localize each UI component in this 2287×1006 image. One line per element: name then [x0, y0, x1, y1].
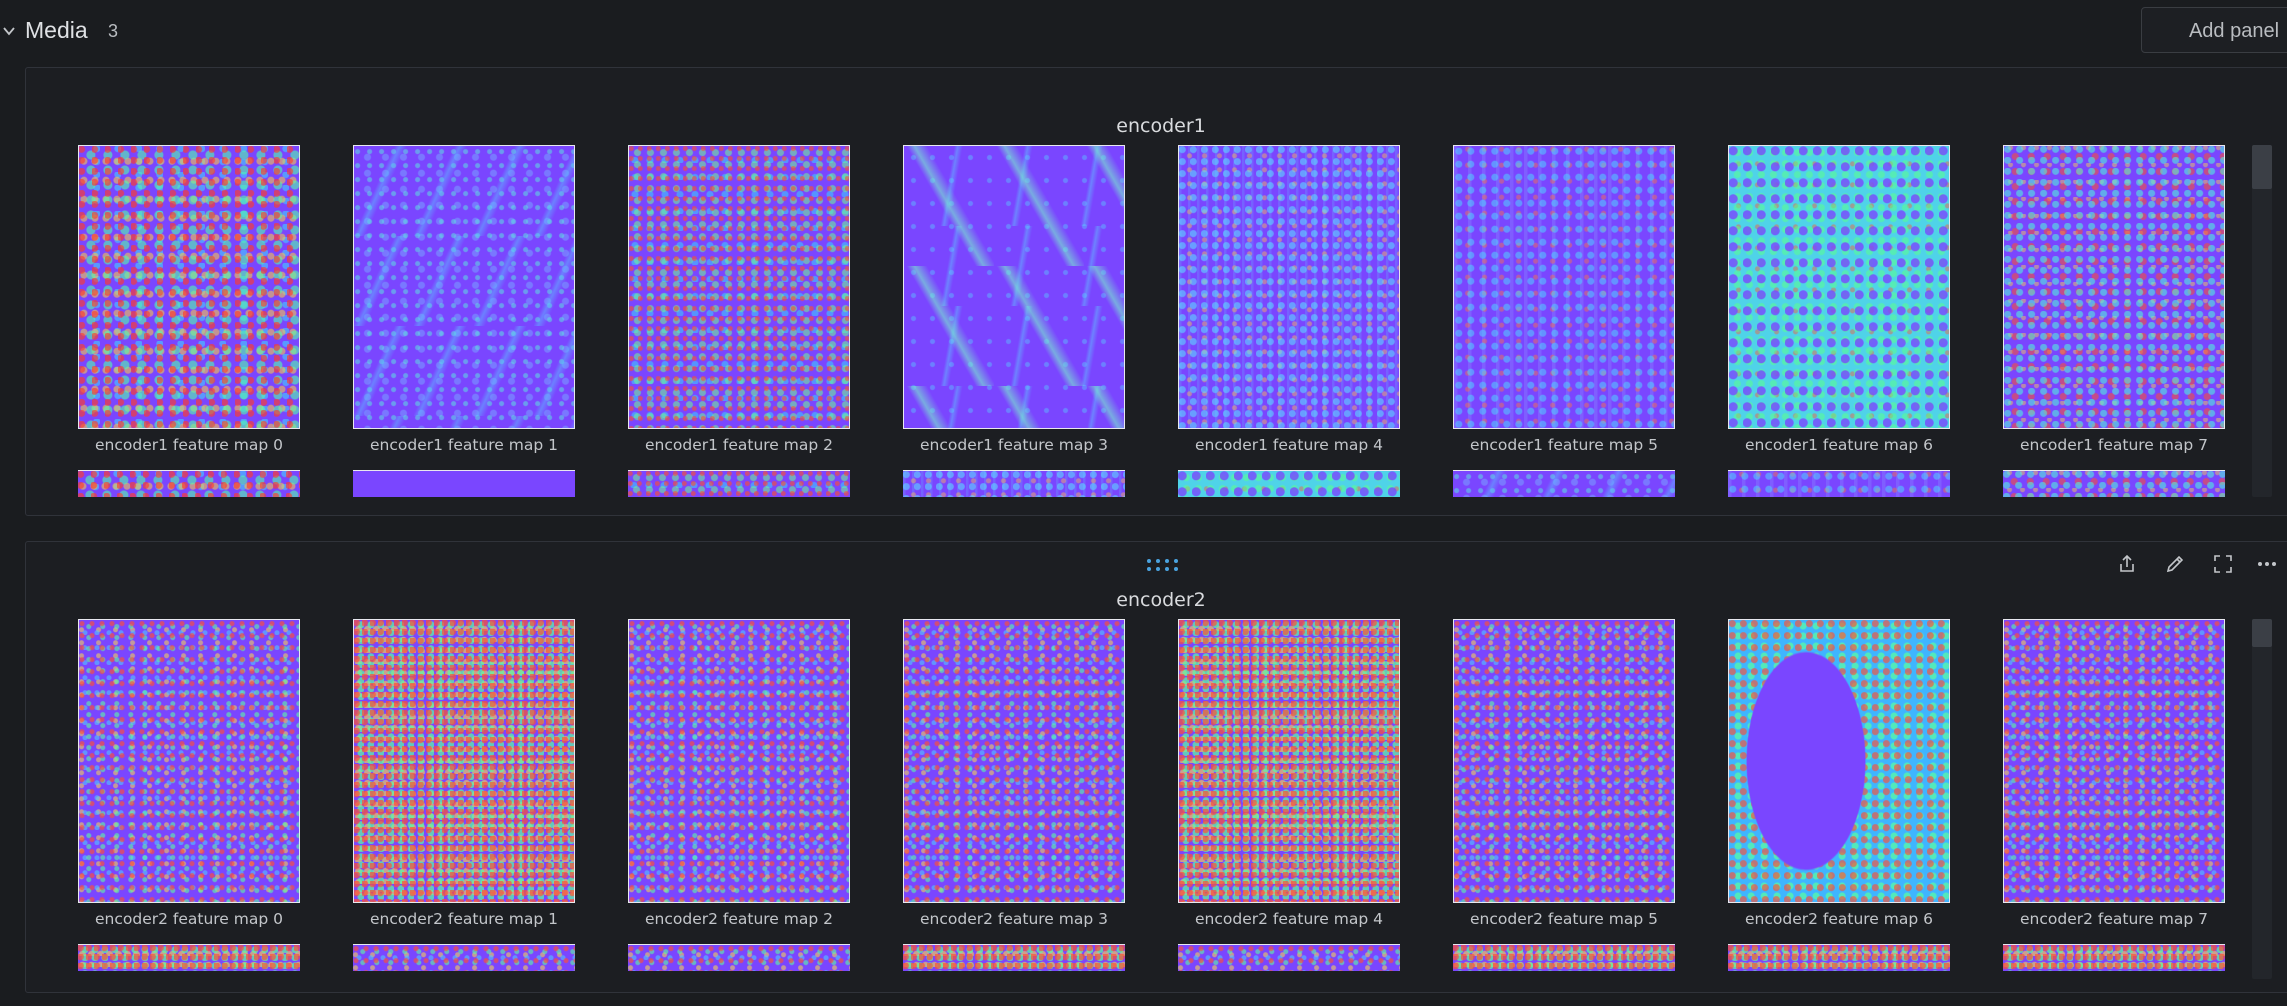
panel-scrollbar[interactable]	[2252, 145, 2272, 497]
panel-title: encoder1	[26, 115, 2287, 137]
feature-map-image-partial[interactable]	[78, 470, 300, 497]
section-header: Media 3 Add panel	[0, 0, 2287, 62]
feature-map-caption: encoder1 feature map 6	[1728, 436, 1950, 454]
section-title: Media	[25, 17, 88, 44]
feature-map-image-partial[interactable]	[1178, 470, 1400, 497]
feature-map-caption: encoder2 feature map 6	[1728, 910, 1950, 928]
feature-map-caption: encoder2 feature map 3	[903, 910, 1125, 928]
feature-map-image[interactable]	[353, 145, 575, 429]
feature-map-image-partial[interactable]	[1728, 944, 1950, 971]
panel-title: encoder2	[26, 589, 2287, 611]
panel-scrollbar[interactable]	[2252, 619, 2272, 979]
feature-map-image[interactable]	[1453, 619, 1675, 903]
share-icon[interactable]	[2116, 553, 2138, 580]
feature-map-image[interactable]	[903, 619, 1125, 903]
feature-map-image[interactable]	[353, 619, 575, 903]
feature-map-image[interactable]	[1178, 145, 1400, 429]
feature-map-image[interactable]	[1453, 145, 1675, 429]
feature-map-image-partial[interactable]	[628, 470, 850, 497]
feature-map-image[interactable]	[2003, 619, 2225, 903]
feature-map-caption: encoder1 feature map 4	[1178, 436, 1400, 454]
chevron-down-icon[interactable]	[2, 24, 16, 43]
feature-map-image-partial[interactable]	[1453, 944, 1675, 971]
media-panel-encoder2: encoder2 encoder2 feature map 0 encoder2…	[25, 541, 2287, 993]
feature-map-image[interactable]	[628, 619, 850, 903]
add-panel-button[interactable]: Add panel	[2141, 7, 2287, 53]
section-panel-count: 3	[108, 21, 118, 42]
edit-icon[interactable]	[2164, 553, 2186, 580]
feature-map-image[interactable]	[903, 145, 1125, 429]
feature-map-image-partial[interactable]	[2003, 470, 2225, 497]
feature-map-image[interactable]	[1728, 145, 1950, 429]
feature-map-caption: encoder1 feature map 1	[353, 436, 575, 454]
feature-map-caption: encoder1 feature map 3	[903, 436, 1125, 454]
feature-map-image-partial[interactable]	[78, 944, 300, 971]
feature-map-caption: encoder2 feature map 7	[2003, 910, 2225, 928]
more-icon[interactable]	[2256, 553, 2278, 580]
feature-map-image-partial[interactable]	[1178, 944, 1400, 971]
feature-map-caption: encoder1 feature map 2	[628, 436, 850, 454]
feature-map-caption: encoder2 feature map 0	[78, 910, 300, 928]
feature-map-caption: encoder1 feature map 7	[2003, 436, 2225, 454]
scrollbar-thumb[interactable]	[2252, 145, 2272, 189]
feature-map-caption: encoder1 feature map 0	[78, 436, 300, 454]
feature-map-image[interactable]	[1178, 619, 1400, 903]
feature-map-image-partial[interactable]	[353, 470, 575, 497]
feature-map-caption: encoder2 feature map 1	[353, 910, 575, 928]
scrollbar-thumb[interactable]	[2252, 619, 2272, 647]
fullscreen-icon[interactable]	[2212, 553, 2234, 580]
feature-map-image-partial[interactable]	[903, 470, 1125, 497]
feature-map-image-partial[interactable]	[1728, 470, 1950, 497]
feature-map-image[interactable]	[2003, 145, 2225, 429]
media-panel-encoder1: encoder1 encoder1 feature map 0 encoder1…	[25, 67, 2287, 516]
feature-map-image[interactable]	[78, 619, 300, 903]
feature-map-image[interactable]	[1728, 619, 1950, 903]
feature-map-caption: encoder2 feature map 4	[1178, 910, 1400, 928]
feature-map-image-partial[interactable]	[2003, 944, 2225, 971]
drag-handle-icon[interactable]	[1146, 557, 1180, 578]
feature-map-image[interactable]	[78, 145, 300, 429]
feature-map-image-partial[interactable]	[353, 944, 575, 971]
feature-map-image-partial[interactable]	[903, 944, 1125, 971]
feature-map-caption: encoder2 feature map 5	[1453, 910, 1675, 928]
feature-map-image-partial[interactable]	[1453, 470, 1675, 497]
feature-map-caption: encoder1 feature map 5	[1453, 436, 1675, 454]
feature-map-caption: encoder2 feature map 2	[628, 910, 850, 928]
feature-map-image[interactable]	[628, 145, 850, 429]
feature-map-image-partial[interactable]	[628, 944, 850, 971]
